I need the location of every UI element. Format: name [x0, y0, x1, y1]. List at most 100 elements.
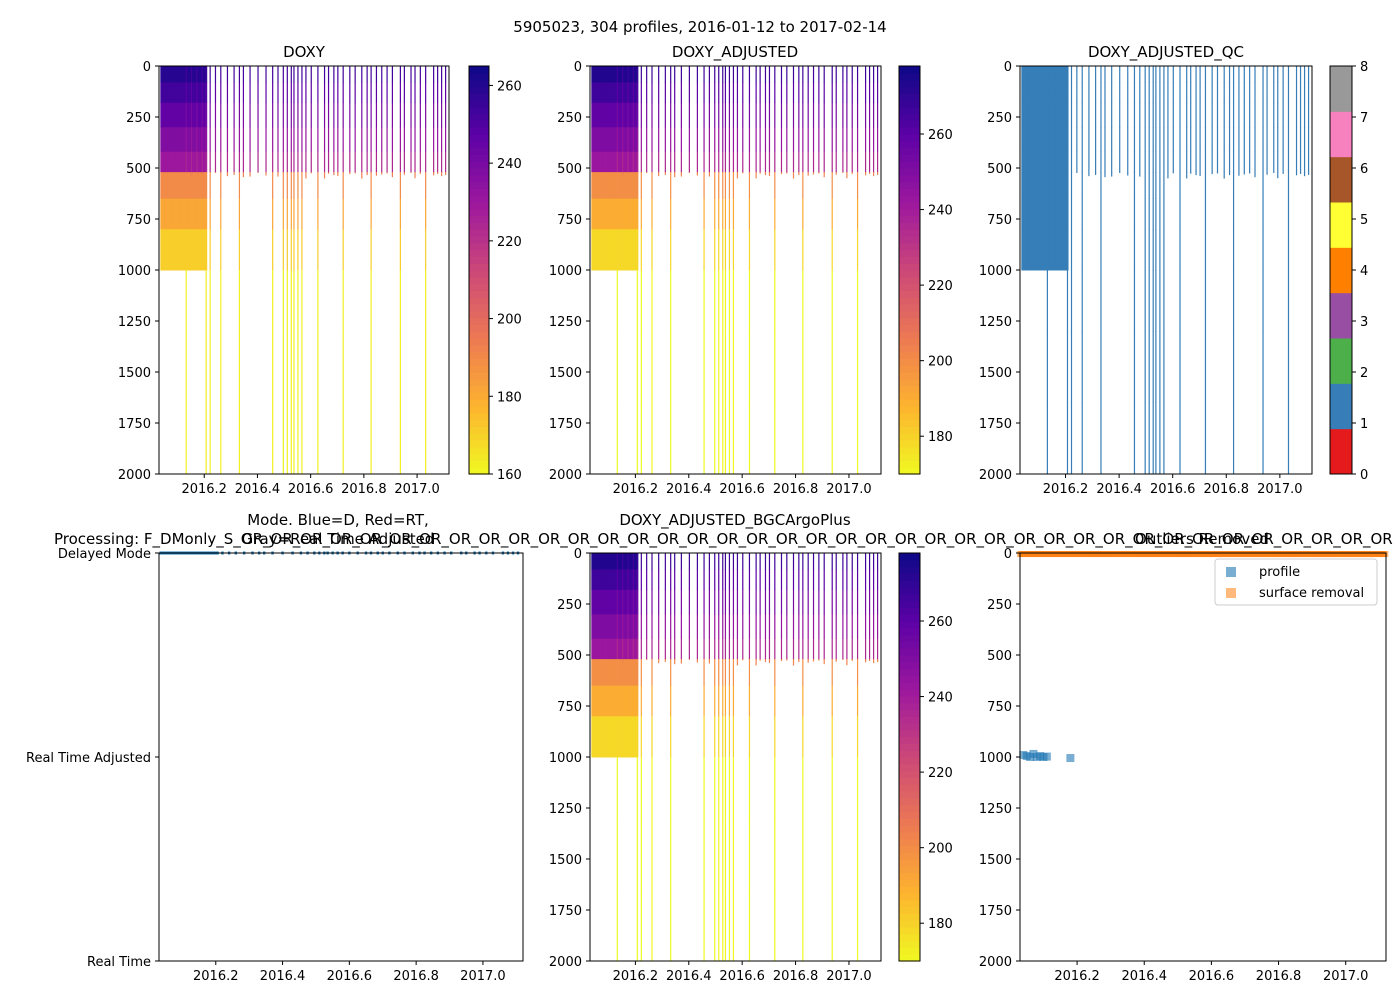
- profile-bar: [774, 402, 776, 475]
- colorbar-segment: [899, 215, 920, 223]
- profile-bar: [317, 66, 319, 83]
- colorbar-tick-label: 200: [928, 842, 953, 857]
- profile-bar: [651, 172, 653, 199]
- profile-bar: [1190, 82, 1192, 104]
- profile-bar: [437, 66, 439, 83]
- profile-bar: [616, 614, 618, 640]
- profile-bar: [658, 82, 660, 104]
- profile-bar: [381, 66, 383, 83]
- profile-bar: [876, 172, 879, 175]
- profile-bar: [1062, 127, 1065, 153]
- panel-doxy-adjusted: DOXY_ADJUSTED 2016.2 2016.4 2016.6 2016.8 20…: [549, 43, 953, 497]
- profile-bar: [1081, 270, 1083, 332]
- profile-bar: [1186, 82, 1188, 104]
- profile-bar: [670, 402, 672, 475]
- profile-bar: [1186, 151, 1188, 173]
- profile-bar: [636, 82, 638, 104]
- profile-bar: [1076, 127, 1078, 153]
- profile-bar: [1277, 102, 1279, 128]
- profile-bar: [722, 331, 724, 403]
- profile-bar: [1199, 127, 1201, 153]
- colorbar-segment: [899, 161, 920, 169]
- profile-bar: [724, 818, 727, 890]
- profile-bar: [327, 151, 330, 173]
- profile-bar: [812, 82, 815, 104]
- y-tick-label: 750: [557, 213, 582, 228]
- profile-bar: [1062, 172, 1065, 174]
- profile-bar: [370, 82, 372, 104]
- profile-bar: [622, 659, 624, 663]
- colorbar-tick-label: 260: [497, 79, 522, 94]
- colorbar-tick-label: 180: [497, 390, 522, 405]
- profile-bar: [856, 685, 859, 717]
- profile-bar: [680, 553, 682, 570]
- profile-bar: [786, 82, 788, 104]
- profile-bar: [670, 757, 672, 819]
- profile-bar: [722, 589, 724, 615]
- profile-bar: [774, 229, 776, 271]
- profile-bar: [1159, 102, 1161, 128]
- profile-bar: [190, 127, 193, 153]
- profile-bar: [759, 66, 761, 83]
- colorbar-segment: [469, 276, 489, 285]
- profile-bar: [640, 569, 642, 591]
- profile-bar: [802, 198, 804, 230]
- profile-bar: [1127, 127, 1129, 153]
- profile-bar: [807, 82, 809, 104]
- legend-label-profile: profile: [1259, 565, 1300, 580]
- profile-bar: [1273, 127, 1275, 153]
- profile-bar: [636, 331, 638, 403]
- profile-bar: [818, 102, 820, 128]
- x-tick-label: 2016.6: [719, 482, 765, 497]
- profile-bar: [703, 553, 705, 570]
- profile-bar: [703, 818, 705, 890]
- profile-bar: [640, 270, 642, 332]
- profile-bar: [724, 889, 727, 962]
- profile-bar: [703, 229, 705, 271]
- profile-bar: [627, 614, 629, 640]
- colorbar-segment: [899, 344, 920, 353]
- profile-bar: [403, 66, 405, 83]
- profile-bar: [1159, 172, 1161, 199]
- profile-bar: [342, 127, 344, 153]
- profile-bar: [1228, 102, 1231, 128]
- profile-bar: [403, 151, 405, 173]
- profile-bar: [196, 151, 198, 173]
- profile-bar: [1133, 270, 1136, 332]
- profile-bar: [812, 659, 815, 662]
- profile-bar: [1139, 172, 1141, 177]
- colorbar-segment: [469, 426, 489, 434]
- profile-bar: [238, 172, 241, 199]
- profile-bar: [768, 172, 771, 176]
- profile-bar: [1232, 331, 1235, 403]
- profile-bar: [238, 66, 241, 83]
- profile-bar: [1081, 66, 1083, 83]
- profile-bar: [1155, 198, 1157, 230]
- profile-bar: [696, 589, 698, 615]
- profile-bar: [205, 66, 207, 83]
- profile-bar: [864, 82, 867, 104]
- profile-bar: [774, 172, 776, 199]
- profile-bar: [1228, 151, 1231, 173]
- profile-bar: [1204, 331, 1207, 403]
- profile-bar: [1195, 127, 1197, 153]
- colorbar-tick-label: 220: [497, 235, 522, 250]
- profile-bar: [868, 553, 871, 570]
- profile-bar: [1119, 102, 1121, 128]
- profile-bar: [780, 151, 783, 173]
- profile-bar: [759, 127, 761, 153]
- colorbar-segment: [899, 655, 920, 663]
- profile-bar: [872, 102, 875, 128]
- profile-bar: [205, 331, 207, 403]
- profile-bar: [851, 66, 853, 83]
- profile-bar: [732, 614, 735, 640]
- profile-bar: [622, 589, 624, 615]
- profile-bar: [742, 66, 744, 83]
- profile-bar: [718, 127, 720, 153]
- profile-bar: [831, 553, 833, 570]
- profile-bar: [872, 614, 875, 640]
- colorbar-segment: [899, 120, 920, 128]
- y-tick-label: 1500: [549, 366, 582, 381]
- colorbar-segment: [469, 324, 489, 332]
- profile-bar: [1046, 66, 1048, 83]
